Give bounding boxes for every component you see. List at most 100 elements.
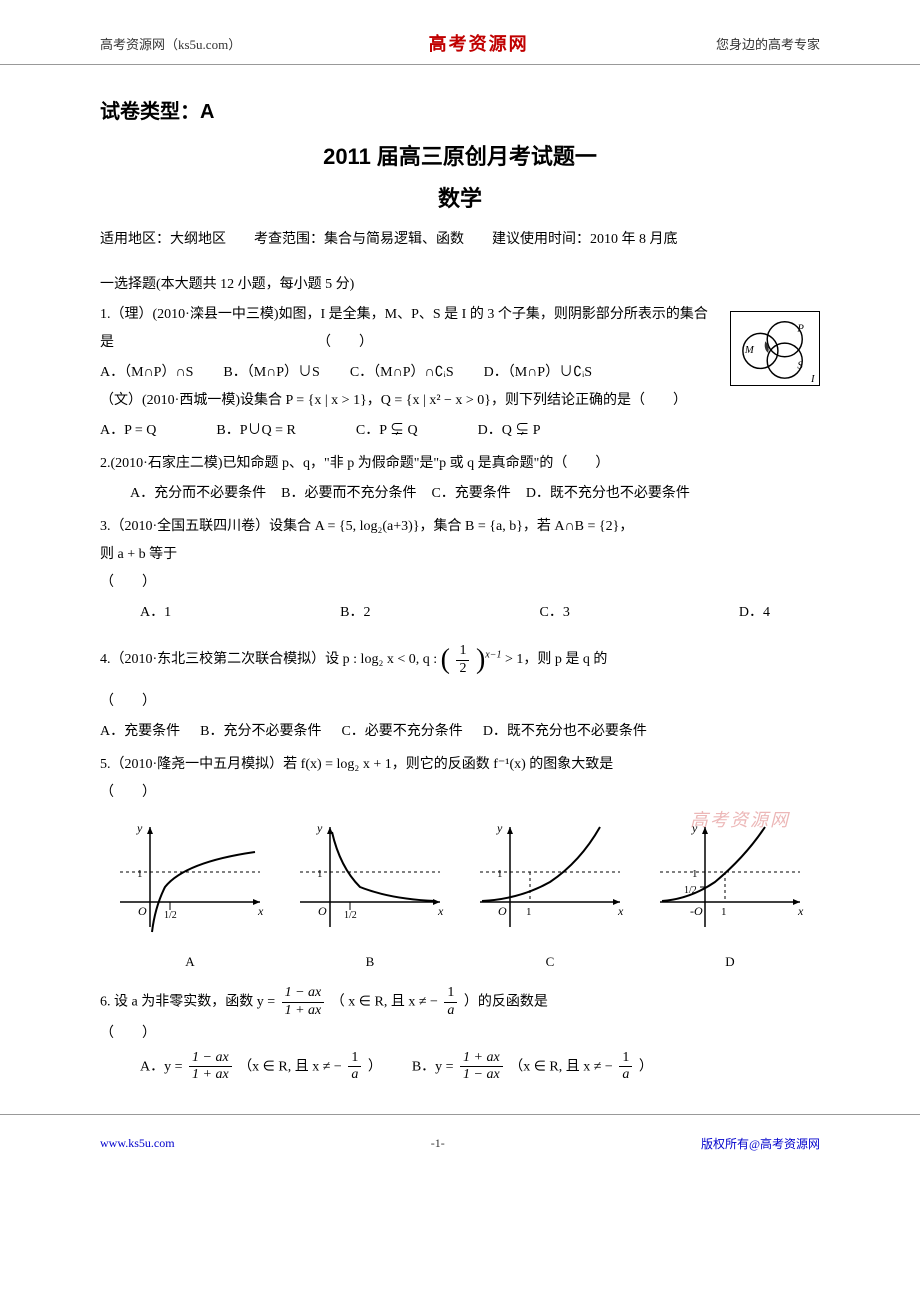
q6-optB-close: ）	[639, 1059, 653, 1074]
page-footer: www.ks5u.com -1- 版权所有@高考资源网	[0, 1114, 920, 1162]
q6-optB-num: 1 + ax	[460, 1050, 503, 1068]
q3-optB: B．2	[340, 599, 370, 627]
graph-c-container: x y O 1 1 C	[470, 817, 630, 975]
q3-blank: （ ）	[100, 569, 820, 597]
q1-li-optB: B．（M∩P）∪S	[223, 359, 319, 387]
q1-li-options: A．（M∩P）∩S B．（M∩P）∪S C．（M∩P）∩∁ᵢS D．（M∩P）∪…	[100, 359, 820, 387]
q1-wen-optC: C．P ⊊ Q	[356, 417, 418, 445]
q2-options: A．充分而不必要条件 B．必要而不充分条件 C．充要条件 D．既不充分也不必要条…	[130, 480, 820, 508]
q6-optA-close: ）	[368, 1059, 382, 1074]
q6-mid: （ x ∈ R, 且 x ≠ −	[331, 995, 438, 1010]
graph-a-label: A	[110, 949, 270, 975]
q6-optA-nega: 1 a	[348, 1050, 361, 1085]
svg-text:y: y	[136, 821, 143, 835]
q6-options: A．y = 1 − ax 1 + ax （x ∈ R, 且 x ≠ − 1 a …	[140, 1050, 820, 1085]
q3-optA: A．1	[140, 599, 171, 627]
paper-type: 试卷类型：A	[100, 95, 820, 124]
footer-left: www.ks5u.com	[100, 1136, 175, 1151]
svg-text:1: 1	[317, 868, 323, 880]
svg-text:1: 1	[497, 868, 503, 880]
q3-options: A．1 B．2 C．3 D．4	[140, 599, 820, 627]
graph-c-label: C	[470, 949, 630, 975]
q6-optA-num: 1 − ax	[189, 1050, 232, 1068]
svg-text:y: y	[496, 821, 503, 835]
q4-optA: A．充要条件	[100, 718, 180, 746]
q6-optA-frac: 1 − ax 1 + ax	[189, 1050, 232, 1085]
header-left: 高考资源网（ks5u.com）	[100, 34, 241, 53]
q6-optA-nega-den: a	[348, 1067, 361, 1084]
graph-a: x y O 1 1/2	[110, 817, 270, 947]
title-main: 2011 届高三原创月考试题一	[100, 139, 820, 171]
footer-center: -1-	[431, 1136, 445, 1151]
footer-right: 版权所有@高考资源网	[701, 1135, 820, 1152]
svg-text:1: 1	[721, 906, 727, 918]
svg-text:O: O	[138, 904, 147, 918]
graph-d-label: D	[650, 949, 810, 975]
q4-exp: x−1	[485, 650, 501, 661]
page-header: 高考资源网（ks5u.com） 高考资源网 您身边的高考专家	[0, 0, 920, 65]
q4-frac-num: 1	[456, 643, 469, 661]
q1-wen-optA: A．P = Q	[100, 417, 156, 445]
svg-text:1: 1	[692, 868, 698, 880]
question-1: M P S I 1.（理）(2010·滦县一中三模)如图，I 是全集，M、P、S…	[100, 301, 820, 445]
q5-text: 5.（2010·隆尧一中五月模拟）若 f(x) = log₂ x + 1，则它的…	[100, 751, 820, 779]
q6-optB-den: 1 − ax	[460, 1067, 503, 1084]
q1-wen-options: A．P = Q B．P∪Q = R C．P ⊊ Q D．Q ⊊ P	[100, 417, 820, 445]
question-4: 4.（2010·东北三校第二次联合模拟）设 p : log₂ x < 0, q …	[100, 632, 820, 746]
svg-text:1/2: 1/2	[344, 910, 357, 921]
q4-options: A．充要条件 B．充分不必要条件 C．必要不充分条件 D．既不充分也不必要条件	[100, 718, 820, 746]
q2-optD: D．既不充分也不必要条件	[526, 480, 690, 508]
q6-optB-nega-den: a	[619, 1067, 632, 1084]
q4-frac-den: 2	[456, 661, 469, 678]
venn-p-label: P	[796, 322, 804, 334]
q1-wen-text: （文）(2010·西城一模)设集合 P = {x | x > 1}，Q = {x…	[100, 387, 820, 415]
q6-optA-nega-num: 1	[348, 1050, 361, 1068]
venn-s-label: S	[797, 359, 803, 371]
q4-blank: （ ）	[100, 688, 820, 716]
graph-d: x y -O 1 1 1/2	[650, 817, 810, 947]
q6-optA-cond: （x ∈ R, 且 x ≠ −	[238, 1059, 342, 1074]
q6-blank: （ ）	[100, 1020, 820, 1048]
svg-text:O: O	[498, 904, 507, 918]
q6-optB-nega: 1 a	[619, 1050, 632, 1085]
q2-text: 2.(2010·石家庄二模)已知命题 p、q，"非 p 为假命题"是"p 或 q…	[100, 450, 820, 478]
title-subject: 数学	[100, 181, 820, 213]
q1-li-optA: A．（M∩P）∩S	[100, 359, 193, 387]
q6-frac1-den: 1 + ax	[282, 1003, 325, 1020]
question-6: 6. 设 a 为非零实数，函数 y = 1 − ax 1 + ax （ x ∈ …	[100, 985, 820, 1084]
q3-optD: D．4	[739, 599, 770, 627]
header-center: 高考资源网	[429, 30, 529, 56]
svg-text:1: 1	[137, 868, 143, 880]
q1-li-optD: D．（M∩P）∪∁ᵢS	[484, 359, 592, 387]
paper-metadata: 适用地区：大纲地区 考查范围：集合与简易逻辑、函数 建议使用时间：2010 年 …	[100, 228, 820, 248]
q5-graphs: 高考资源网 x y O 1 1/2	[100, 817, 820, 975]
q4-optC: C．必要不充分条件	[341, 718, 462, 746]
q6-optA-den: 1 + ax	[189, 1067, 232, 1084]
q4-suffix: > 1，则 p 是 q 的	[505, 652, 607, 667]
q6-optB-prefix: B．y =	[412, 1059, 457, 1074]
q6-nega: 1 a	[444, 985, 457, 1020]
graph-b-container: x y O 1 1/2 B	[290, 817, 450, 975]
q6-optA: A．y = 1 − ax 1 + ax （x ∈ R, 且 x ≠ − 1 a …	[140, 1050, 382, 1085]
venn-i-label: I	[810, 373, 815, 385]
question-2: 2.(2010·石家庄二模)已知命题 p、q，"非 p 为假命题"是"p 或 q…	[100, 450, 820, 508]
q6-suffix: ）的反函数是	[464, 995, 548, 1010]
q3-optC: C．3	[540, 599, 570, 627]
q6-frac1-num: 1 − ax	[282, 985, 325, 1003]
q6-optA-prefix: A．y =	[140, 1059, 186, 1074]
q3-text: 3.（2010·全国五联四川卷）设集合 A = {5, log₂(a+3)}，集…	[100, 513, 820, 541]
question-3: 3.（2010·全国五联四川卷）设集合 A = {5, log₂(a+3)}，集…	[100, 513, 820, 627]
svg-text:x: x	[617, 904, 624, 918]
q4-prefix: 4.（2010·东北三校第二次联合模拟）设 p : log₂ x < 0, q …	[100, 652, 441, 667]
section-header: 一选择题(本大题共 12 小题，每小题 5 分)	[100, 273, 820, 293]
graph-a-container: x y O 1 1/2 A	[110, 817, 270, 975]
graph-b: x y O 1 1/2	[290, 817, 450, 947]
q6-optB-frac: 1 + ax 1 − ax	[460, 1050, 503, 1085]
svg-text:1/2: 1/2	[164, 910, 177, 921]
svg-text:x: x	[437, 904, 444, 918]
svg-text:-O: -O	[690, 904, 703, 918]
q2-optC: C．充要条件	[431, 480, 510, 508]
svg-text:y: y	[316, 821, 323, 835]
svg-text:y: y	[691, 821, 698, 835]
q6-prefix: 6. 设 a 为非零实数，函数 y =	[100, 995, 279, 1010]
